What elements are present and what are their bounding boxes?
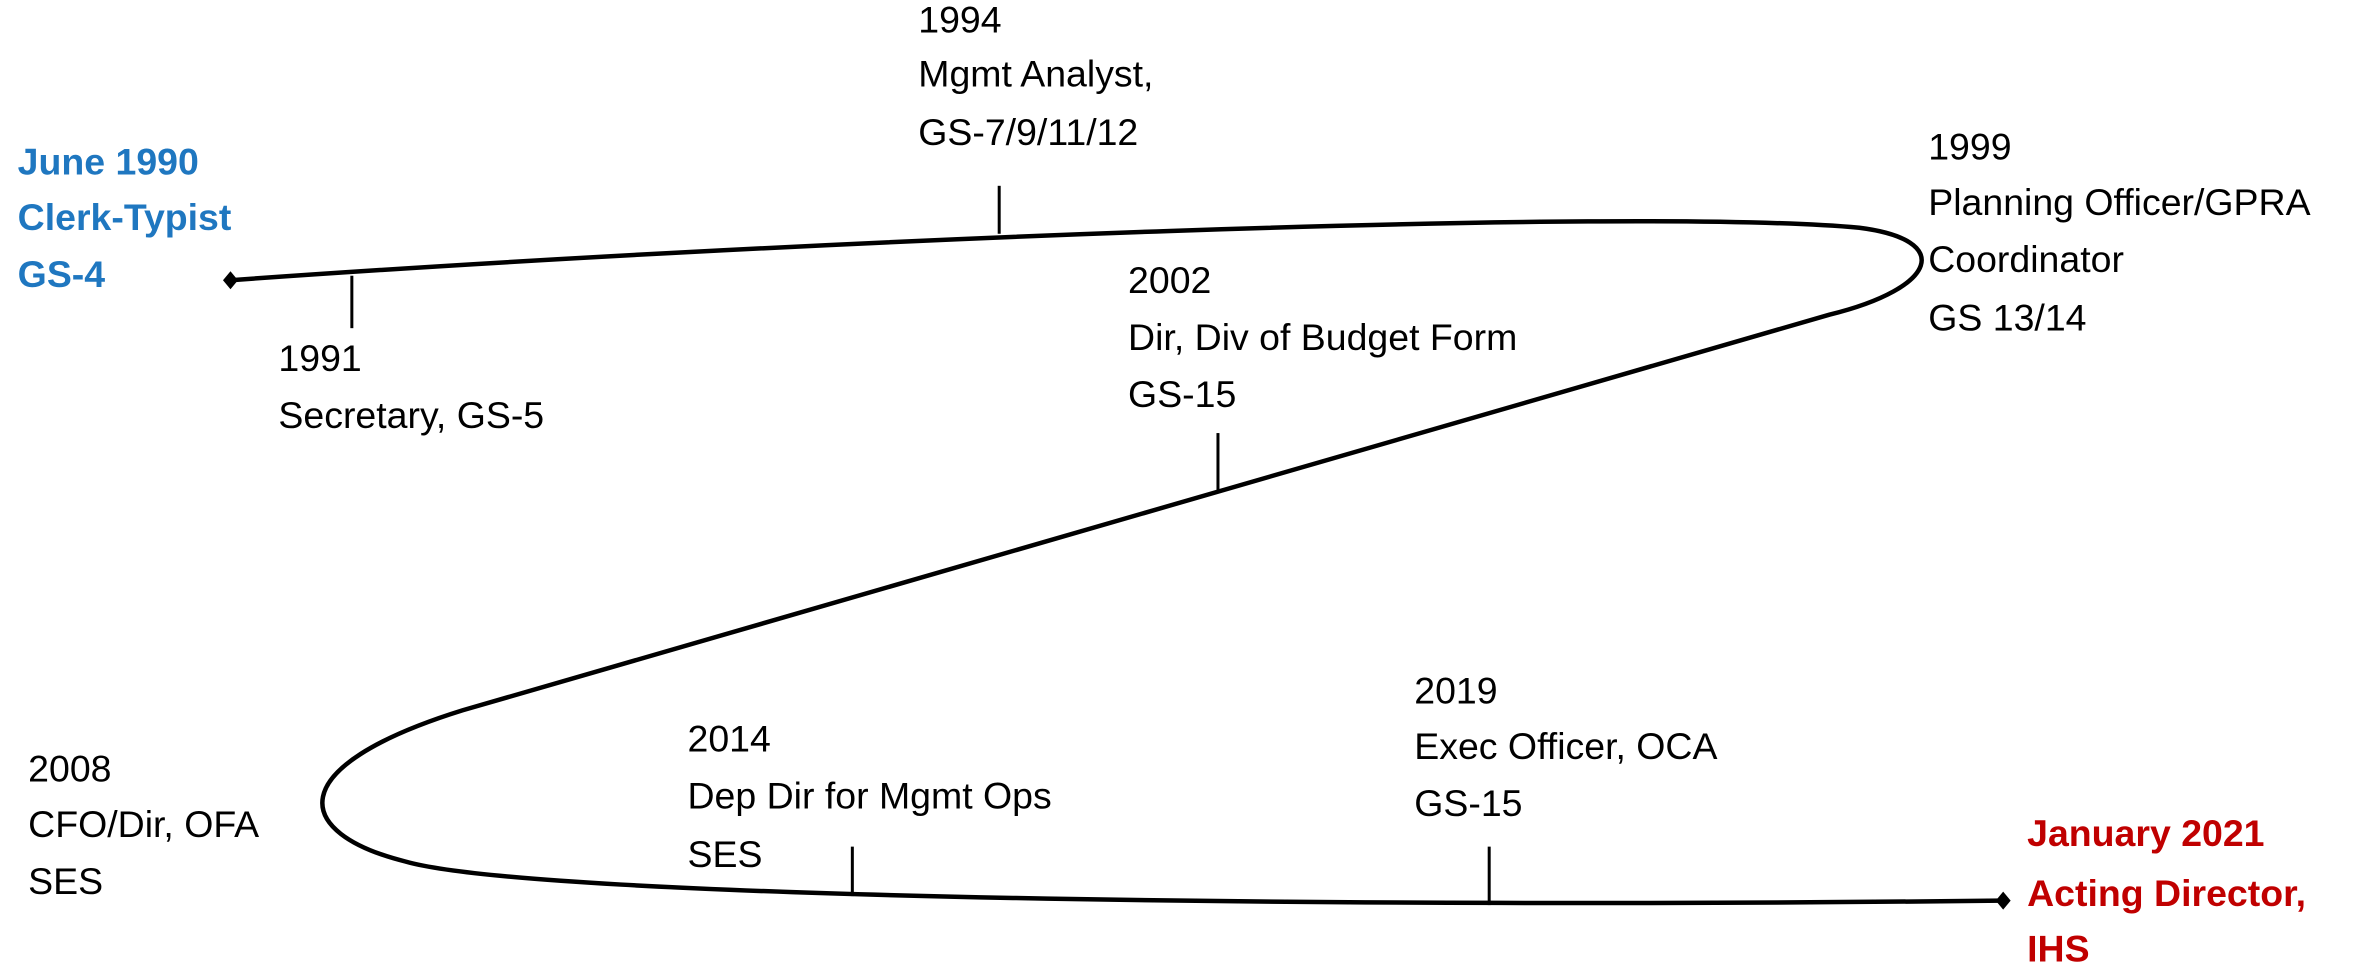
milestone-label: 2014 Dep Dir for Mgmt Ops SES [688, 718, 1052, 875]
label-line: 1991 [278, 337, 361, 379]
label-line: GS-15 [1414, 782, 1522, 824]
label-line: IHS [2027, 927, 2089, 969]
milestone-label: 1994 Mgmt Analyst, GS-7/9/11/12 [918, 0, 1153, 153]
label-line: 2019 [1414, 670, 1497, 712]
label-line: January 2021 [2027, 812, 2264, 854]
milestone-label: 1991 Secretary, GS-5 [278, 337, 544, 436]
label-line: Secretary, GS-5 [278, 394, 544, 436]
label-line: Clerk-Typist [18, 196, 232, 238]
label-line: Coordinator [1928, 238, 2124, 280]
label-line: SES [688, 833, 763, 875]
label-line: Mgmt Analyst, [918, 52, 1153, 94]
label-line: Planning Officer/GPRA [1928, 181, 2310, 223]
milestone-label: 2002 Dir, Div of Budget Form GS-15 [1128, 259, 1517, 415]
label-line: 2002 [1128, 259, 1211, 301]
milestone-label: 2019 Exec Officer, OCA GS-15 [1414, 670, 1717, 824]
label-line: GS 13/14 [1928, 297, 2086, 339]
end-marker [1995, 891, 2011, 910]
label-line: Dir, Div of Budget Form [1128, 316, 1517, 358]
label-line: 2008 [28, 748, 111, 790]
milestone-label: 1999 Planning Officer/GPRA Coordinator GS 1… [1928, 126, 2310, 339]
label-line: 1994 [918, 0, 1001, 40]
label-line: Exec Officer, OCA [1414, 725, 1717, 767]
milestone-label: January 2021 Acting Director, IHS [2027, 812, 2306, 969]
start-marker [222, 271, 238, 290]
career-path [230, 219, 2001, 906]
label-line: 1999 [1928, 126, 2011, 168]
milestone-label: 2008 CFO/Dir, OFA SES [28, 748, 259, 902]
label-line: 2014 [688, 718, 771, 760]
label-line: CFO/Dir, OFA [28, 803, 259, 845]
label-line: GS-4 [18, 253, 106, 295]
label-line: GS-15 [1128, 373, 1236, 415]
label-line: June 1990 [18, 141, 199, 183]
labels: June 1990 Clerk-Typist GS-4 1991 Secretary, … [18, 0, 2311, 969]
label-line: Dep Dir for Mgmt Ops [688, 775, 1052, 817]
label-line: GS-7/9/11/12 [918, 111, 1138, 153]
label-line: Acting Director, [2027, 872, 2306, 914]
label-line: SES [28, 860, 103, 902]
milestone-label: June 1990 Clerk-Typist GS-4 [18, 141, 232, 295]
